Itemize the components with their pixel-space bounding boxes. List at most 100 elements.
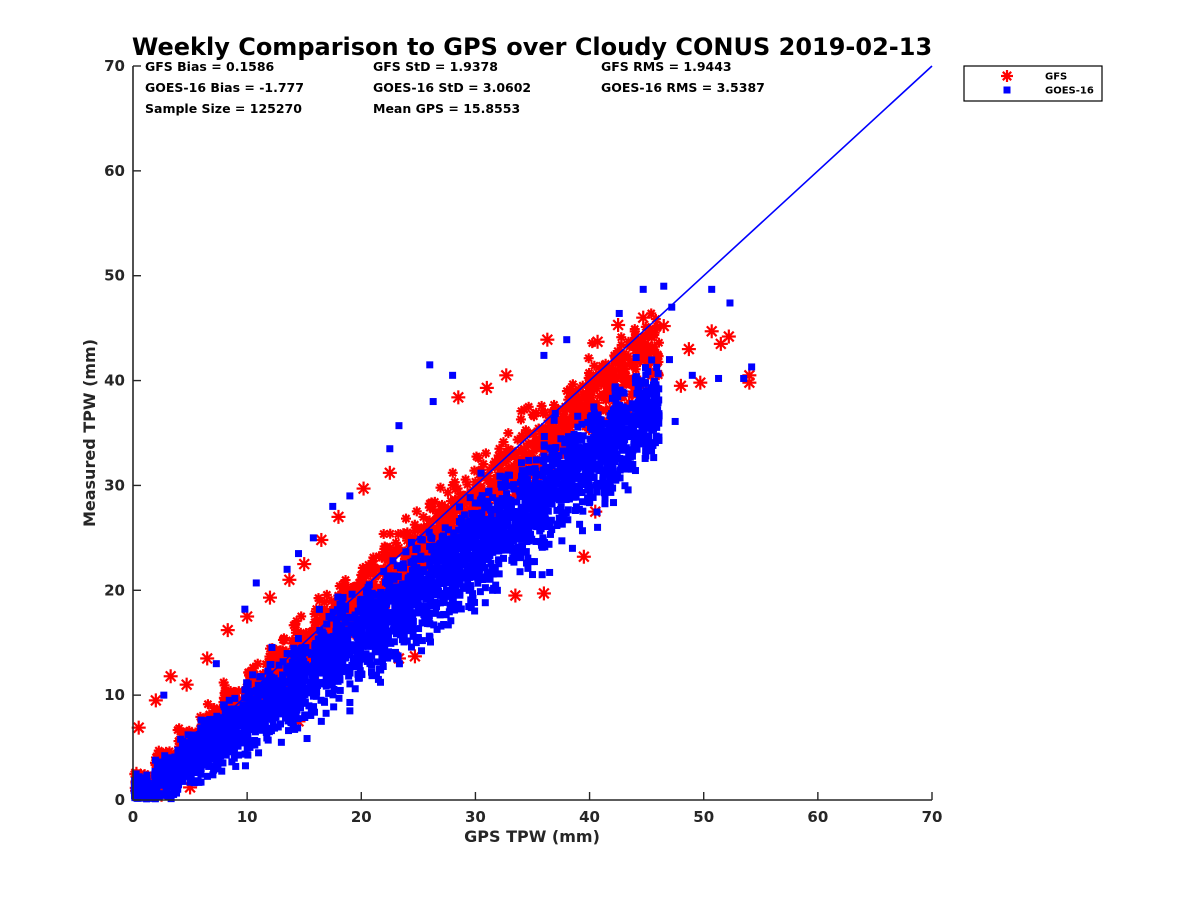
goes16-point [618,441,626,449]
goes16-point [523,477,531,485]
goes16-point [513,498,521,506]
goes16-point [198,757,206,765]
goes16-point [175,780,183,788]
goes16-point [555,452,563,460]
goes16-point [460,511,468,519]
goes16-point [261,722,269,730]
goes16-point [479,527,487,535]
goes16-point [364,634,372,642]
goes16-point [293,660,301,668]
goes16-point [356,620,364,628]
goes16-point [568,482,576,490]
goes16-point [261,681,269,689]
goes16-point [489,570,497,578]
goes16-point [575,505,583,513]
gfs-point [447,467,458,478]
goes16-point [339,646,347,654]
goes16-point [373,630,381,638]
goes16-point [481,522,489,530]
gfs-point [619,364,630,375]
goes16-point [543,523,551,531]
goes16-point [584,418,592,426]
goes16-point [618,422,626,430]
goes16-point [550,489,558,497]
goes16-point [243,679,251,687]
goes16-point [618,388,626,396]
goes16-point [614,393,622,401]
goes16-point [475,574,483,582]
goes16-point [418,619,426,627]
goes16-point [358,595,366,603]
goes16-point [216,736,224,744]
goes16-point [562,472,570,480]
goes16-point [554,468,562,476]
goes16-point [330,685,338,693]
gfs-point [636,340,647,351]
goes16-point [599,443,607,451]
goes16-point [320,697,328,705]
goes16-point [298,695,306,703]
goes16-point [271,724,279,732]
goes16-point [601,420,609,428]
goes16-point [161,752,169,760]
gfs-point [424,498,435,509]
goes16-point [292,676,300,684]
goes16-point [382,601,390,609]
goes16-point [520,534,528,542]
goes16-point [504,471,512,479]
goes16-point [403,627,411,635]
goes16-point [518,480,526,488]
goes16-point [204,749,212,757]
goes16-point [328,679,336,687]
goes16-point [294,692,302,700]
goes16-point [236,729,244,737]
goes16-point [551,409,559,417]
goes16-point [472,524,480,532]
goes16-point [191,731,199,739]
goes16-point [270,714,278,722]
goes16-point [357,600,365,608]
goes16-point [197,770,205,778]
goes16-point [299,675,307,683]
goes16-point [540,489,548,497]
goes16-point [279,671,287,679]
goes16-point [451,544,459,552]
goes16-point [456,588,464,596]
goes16-point [207,741,215,749]
goes16-point [517,524,525,532]
goes16-point [449,560,457,568]
goes16-point [431,565,439,573]
gfs-point [449,498,460,509]
goes16-point [377,588,385,596]
goes16-point [488,516,496,524]
goes16-point [357,633,365,641]
goes16-point [214,765,222,773]
gfs-point [653,337,664,348]
goes16-point [322,675,330,683]
goes16-point [222,726,230,734]
goes16-point [569,449,577,457]
goes16-point [269,720,277,728]
goes16-point [305,663,313,671]
goes16-point [307,711,315,719]
goes16-point [205,720,213,728]
goes16-point [356,667,364,675]
goes16-point [282,700,290,708]
goes16-point [387,614,395,622]
goes16-point [240,735,248,743]
goes16-point [287,713,295,721]
gfs-point [508,588,523,603]
goes16-point [428,586,436,594]
goes16-point [525,465,533,473]
goes16-point [368,642,376,650]
goes16-point [522,559,530,567]
goes16-point [303,735,311,743]
goes16-point [383,574,391,582]
goes16-point [343,664,351,672]
goes16-point [532,472,540,480]
goes16-point [396,564,404,572]
goes16-point [230,748,238,756]
goes16-point [333,606,341,614]
gfs-point [410,525,421,536]
gfs-point [499,368,514,383]
